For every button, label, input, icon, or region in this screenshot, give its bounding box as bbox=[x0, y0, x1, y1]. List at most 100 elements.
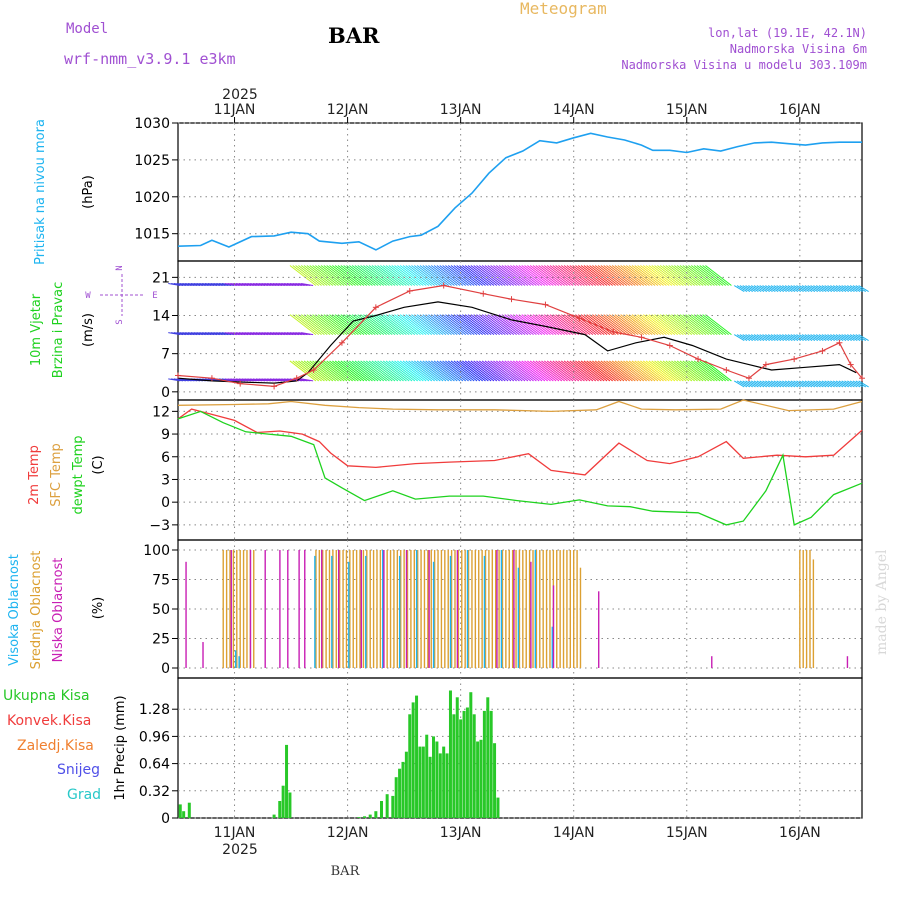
wind-barb bbox=[397, 314, 424, 335]
wind-barb bbox=[702, 314, 729, 335]
wind-barb bbox=[422, 265, 450, 286]
wind-barb bbox=[484, 360, 512, 382]
wind-barb bbox=[343, 360, 370, 382]
wind-barb bbox=[416, 265, 444, 286]
wind-barb bbox=[756, 285, 768, 292]
y-tick-label: 3 bbox=[161, 472, 170, 488]
wind-barb bbox=[484, 314, 512, 335]
wind-barb bbox=[651, 265, 679, 286]
wind-barb bbox=[597, 265, 625, 286]
precip-bar bbox=[398, 768, 402, 818]
wind-barb bbox=[527, 360, 554, 382]
legend-snow: Snijeg bbox=[57, 762, 100, 778]
wind-barb bbox=[473, 314, 500, 335]
wind-barb bbox=[495, 265, 523, 286]
wind-barb bbox=[374, 360, 402, 382]
wind-barb bbox=[445, 360, 472, 382]
wind-barb bbox=[346, 265, 373, 286]
precip-bar bbox=[482, 710, 486, 818]
wind-barb bbox=[776, 380, 787, 388]
wind-barb bbox=[847, 334, 858, 342]
wind-barb bbox=[733, 380, 745, 388]
wind-barb bbox=[838, 380, 850, 388]
wind-barb bbox=[394, 314, 421, 335]
pressure-panel: Pritisak na nivou mora (hPa) 1015 1020 102… bbox=[33, 116, 863, 265]
wind-barb bbox=[852, 380, 864, 388]
wind-barb bbox=[782, 334, 793, 342]
wind-barb bbox=[433, 314, 461, 335]
wind-barb bbox=[813, 285, 824, 292]
wind-barb bbox=[298, 314, 325, 335]
wind-barb bbox=[821, 285, 833, 292]
wind-barb bbox=[385, 314, 413, 335]
wind-barb bbox=[495, 314, 523, 335]
wind-barb bbox=[357, 314, 385, 335]
wind-barb bbox=[456, 265, 483, 286]
wind-barb bbox=[790, 285, 802, 292]
wind-barb bbox=[343, 314, 370, 335]
y-tick-label: 14 bbox=[152, 309, 170, 325]
wind-barb bbox=[617, 314, 645, 335]
precip-bar bbox=[459, 719, 463, 818]
meteogram-title: Meteogram bbox=[520, 0, 607, 18]
wind-barb bbox=[399, 265, 427, 286]
wind-barb bbox=[790, 380, 802, 388]
wind-barb bbox=[770, 334, 782, 342]
wind-barb bbox=[750, 334, 762, 342]
cloud-bars bbox=[185, 550, 849, 668]
legend-frozen: Zaledj.Kisa bbox=[17, 738, 94, 754]
wind-barb bbox=[815, 334, 827, 342]
precip-bar bbox=[442, 746, 446, 818]
wind-barb bbox=[546, 360, 574, 382]
precip-bar bbox=[272, 814, 276, 818]
y-tick-label: 0 bbox=[161, 811, 170, 827]
compass-e: E bbox=[152, 291, 157, 301]
wind-barb bbox=[510, 265, 537, 286]
wind-barb bbox=[490, 360, 517, 382]
wind-barb bbox=[759, 334, 770, 342]
wind-barb bbox=[759, 380, 770, 388]
wind-barb bbox=[363, 265, 390, 286]
wind-barb bbox=[662, 265, 690, 286]
wind-barb bbox=[504, 265, 532, 286]
wind-gust-marks bbox=[175, 282, 865, 390]
wind-barb bbox=[690, 314, 718, 335]
wind-barb bbox=[586, 314, 614, 335]
wind-barb bbox=[640, 265, 667, 286]
wind-barb bbox=[481, 265, 509, 286]
wind-barb bbox=[606, 360, 633, 382]
wind-barb bbox=[490, 265, 517, 286]
top-day-label: 14JAN bbox=[553, 102, 595, 118]
footer-station: BAR bbox=[331, 864, 361, 879]
wind-barb bbox=[521, 265, 549, 286]
wind-barb bbox=[529, 314, 557, 335]
wind-barb bbox=[810, 285, 821, 292]
wind-barb bbox=[436, 314, 464, 335]
wind-barb bbox=[524, 265, 551, 286]
y-tick-label: 1020 bbox=[134, 190, 170, 206]
wind-barb bbox=[580, 360, 608, 382]
wind-barb bbox=[611, 265, 639, 286]
wind-barb bbox=[841, 285, 852, 292]
wind-barb bbox=[572, 265, 599, 286]
wind-barb bbox=[323, 314, 351, 335]
wind-barb bbox=[374, 314, 402, 335]
wind-barb bbox=[555, 314, 582, 335]
wind-barb bbox=[665, 360, 693, 382]
wind-barb bbox=[532, 265, 560, 286]
mid-cloud-label: Srednja Oblacnost bbox=[29, 551, 44, 670]
wind-barb bbox=[642, 360, 670, 382]
wind-barb bbox=[535, 314, 563, 335]
wind-barb bbox=[309, 360, 337, 382]
pressure-grid bbox=[178, 122, 862, 261]
wind-barb bbox=[498, 360, 526, 382]
wind-barb bbox=[484, 265, 512, 286]
wind-barb bbox=[408, 360, 435, 382]
wind-barb bbox=[428, 360, 455, 382]
wind-barb bbox=[459, 360, 486, 382]
wind-barb bbox=[617, 360, 645, 382]
precip-grid bbox=[178, 678, 862, 819]
wind-barb bbox=[702, 360, 729, 382]
precip-bar bbox=[368, 814, 372, 818]
wind-barb bbox=[693, 314, 721, 335]
